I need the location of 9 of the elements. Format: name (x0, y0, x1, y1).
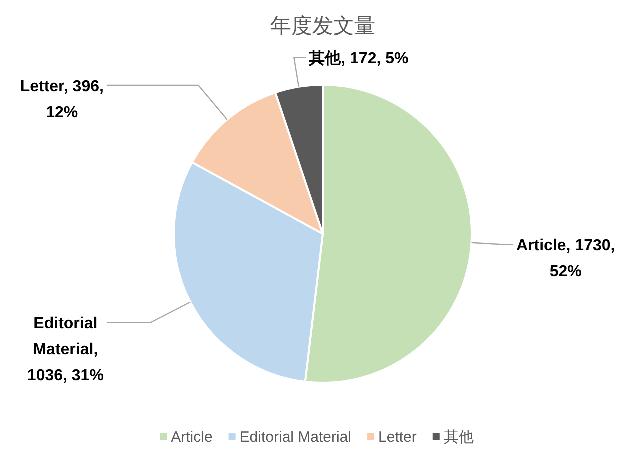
data-label: Letter, 396, 12% (20, 78, 104, 122)
legend-label: 其他 (444, 429, 474, 446)
chart-title: 年度发文量 (270, 15, 376, 38)
data-label: Article, 1730, 52% (516, 238, 616, 281)
legend-label: Letter (378, 429, 417, 446)
data-label: Editorial Material, 1036, 31% (27, 316, 104, 385)
legend-label: Editorial Material (240, 429, 352, 446)
legend-label: Article (171, 429, 213, 446)
data-label: 其他, 172, 5% (308, 50, 409, 68)
